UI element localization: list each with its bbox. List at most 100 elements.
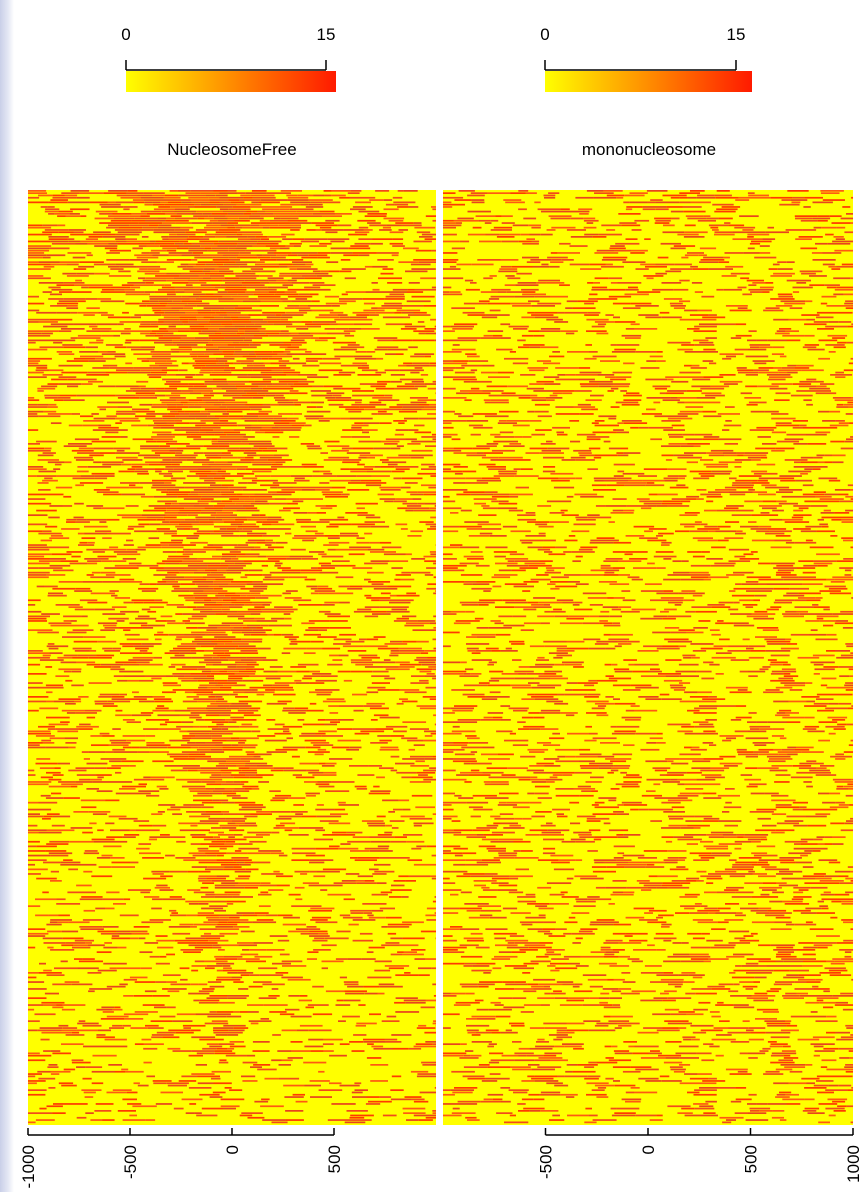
heatmap-cell [389,242,403,245]
heatmap-cell [501,222,515,224]
heatmap-cell [126,548,136,551]
heatmap-cell [284,307,295,310]
heatmap-cell [198,491,221,494]
heatmap-cell [379,422,392,425]
heatmap-cell [161,286,175,289]
heatmap-cell [185,311,198,314]
heatmap-cell [229,693,238,696]
heatmap-cell [376,357,384,360]
heatmap-cell [211,774,222,776]
heatmap-cell [124,328,131,330]
heatmap-cell [214,461,228,464]
heatmap-cell [318,629,327,632]
heatmap-cell [187,302,210,305]
heatmap-cell [348,233,368,236]
heatmap-cell [63,670,72,673]
heatmap-cell [34,1013,56,1016]
heatmap-cell [159,328,167,330]
heatmap-cell [153,574,168,576]
heatmap-cell [269,790,281,793]
heatmap-cell [384,394,393,397]
heatmap-cell [195,518,209,521]
heatmap-cell [52,194,65,197]
heatmap-cell [143,1061,152,1064]
heatmap-cell [715,196,739,199]
heatmap-cell [364,847,389,850]
heatmap-cell [210,514,231,517]
heatmap-cell [79,482,104,484]
heatmap-cell [278,380,299,383]
heatmap-cell [187,606,197,609]
heatmap-cell [418,332,426,335]
heatmap-cell [307,376,329,379]
heatmap-cell [225,215,250,218]
heatmap-cell [209,201,220,204]
heatmap-cell [360,730,385,733]
heatmap-cell [379,907,395,910]
heatmap-cell [95,210,118,213]
heatmap-cell [135,829,160,832]
heatmap-cell [253,445,275,448]
heatmap-cell [207,567,228,569]
heatmap-cell [232,820,245,822]
heatmap-cell [368,1100,392,1103]
heatmap-cell [423,555,436,558]
heatmap-cell [278,360,290,362]
heatmap-cell [69,371,88,374]
heatmap-cell [591,288,609,291]
heatmap-cell [379,1096,392,1098]
heatmap-cell [207,1015,227,1018]
heatmap-cell [50,870,59,873]
heatmap-cell [843,293,853,296]
heatmap-cell [245,668,254,671]
heatmap-cell [153,656,162,659]
heatmap-cell [363,705,382,707]
heatmap-cell [399,663,422,666]
heatmap-cell [570,236,593,238]
heatmap-cell [153,208,175,211]
heatmap-cell [329,627,351,629]
heatmap-cell [219,420,229,422]
heatmap-cell [176,551,185,553]
heatmap-cell [110,286,130,289]
heatmap-cell [62,1004,86,1006]
heatmap-cell [390,755,400,758]
heatmap-cell [28,831,39,834]
heatmap-cell [139,397,157,399]
heatmap-cell [423,739,436,742]
heatmap-cell [282,592,291,595]
heatmap-cell [128,659,153,661]
heatmap-cell [201,806,214,809]
heatmap-cell [225,765,237,767]
heatmap-cell [150,351,172,353]
heatmap-cell [219,348,242,351]
heatmap-cell [187,316,196,319]
heatmap-cell [593,196,617,199]
heatmap-cell [199,429,214,431]
heatmap-cell [404,691,427,694]
heatmap-cell [229,829,245,832]
heatmap-cell [181,751,200,753]
heatmap-cell [241,394,266,397]
heatmap-cell [144,203,153,206]
heatmap-cell [58,1024,69,1027]
heatmap-cell [176,636,196,638]
heatmap-cell [129,486,143,489]
heatmap-cell [288,576,308,579]
heatmap-cell [227,995,249,997]
heatmap-cell [305,323,330,326]
heatmap-cell [199,521,214,523]
heatmap-cell [348,247,371,250]
heatmap-cell [66,275,89,277]
heatmap-cell [124,633,140,636]
heatmap-cell [390,1098,411,1101]
heatmap-cell [852,265,853,268]
heatmap-cell [279,827,299,829]
heatmap-cell [185,599,204,602]
heatmap-cell [141,921,164,924]
heatmap-cell [47,643,55,645]
heatmap-cell [289,268,297,270]
heatmap-cell [94,700,108,703]
heatmap-cell [182,767,201,770]
heatmap-cell [256,521,263,523]
